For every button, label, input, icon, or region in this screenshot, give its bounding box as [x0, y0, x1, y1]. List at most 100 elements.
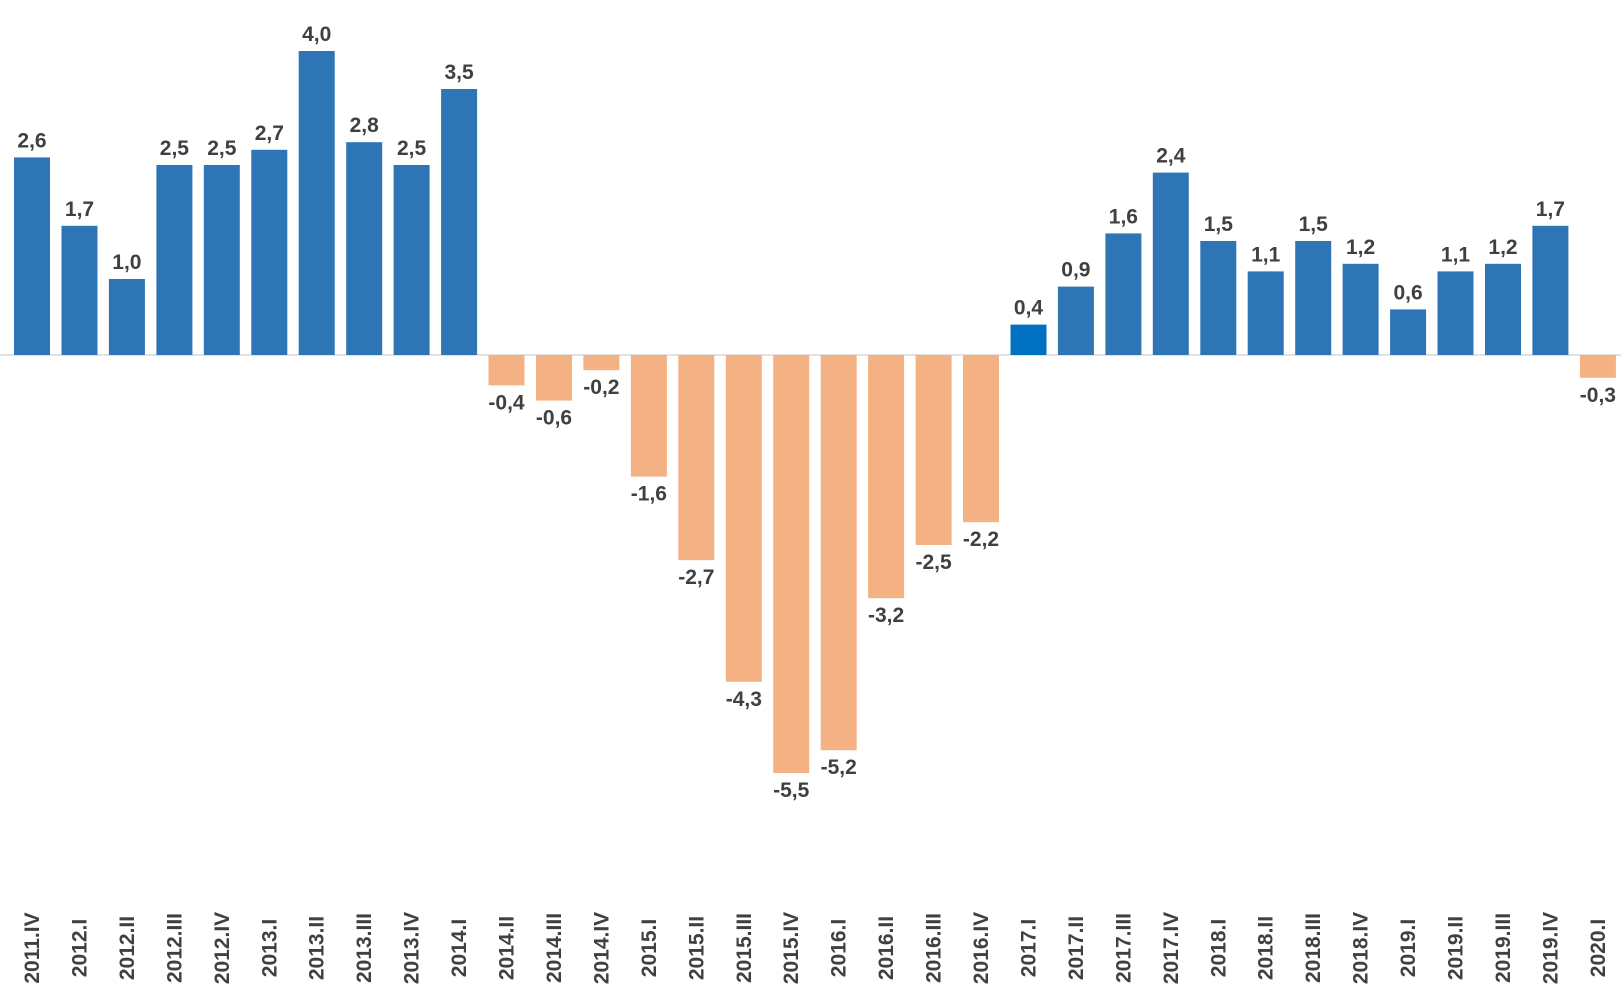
data-label-2018.IV: 1,2	[1346, 236, 1375, 259]
tick-label-2014.IV: 2014.IV	[590, 912, 613, 984]
tick-label-2011.IV: 2011.IV	[21, 912, 44, 983]
tick-label-2017.III: 2017.III	[1112, 913, 1135, 983]
bar-2013.II	[298, 51, 335, 355]
bar-2015.II	[678, 355, 715, 561]
tick-label-2015.IV: 2015.IV	[780, 912, 803, 984]
tick-label-2019.IV: 2019.IV	[1539, 912, 1562, 984]
data-label-2018.I: 1,5	[1204, 213, 1234, 236]
data-label-2013.III: 2,8	[350, 114, 380, 137]
tick-label-2019.III: 2019.III	[1492, 913, 1515, 983]
tick-label-2019.I: 2019.I	[1397, 919, 1420, 977]
tick-label-2015.III: 2015.III	[733, 913, 756, 983]
tick-label-2015.I: 2015.I	[638, 919, 661, 977]
data-label-2014.I: 3,5	[444, 61, 474, 84]
data-label-2012.I: 1,7	[65, 198, 94, 221]
tick-label-2020.I: 2020.I	[1587, 919, 1610, 977]
data-label-2016.III: -2,5	[916, 551, 953, 574]
bar-2017.II	[1057, 286, 1094, 355]
tick-label-2012.III: 2012.III	[163, 913, 186, 983]
tick-label-2013.IV: 2013.IV	[401, 912, 424, 984]
bar-2018.IV	[1342, 263, 1379, 355]
bar-2019.IV	[1532, 225, 1569, 355]
bar-2018.I	[1200, 241, 1237, 355]
data-label-2017.III: 1,6	[1109, 205, 1138, 228]
tick-label-2017.II: 2017.II	[1065, 916, 1088, 980]
tick-label-2018.IV: 2018.IV	[1350, 912, 1373, 984]
data-label-2017.IV: 2,4	[1156, 145, 1186, 168]
bar-2011.IV	[14, 157, 50, 355]
data-label-2017.I: 0,4	[1014, 297, 1044, 320]
bar-2013.I	[251, 149, 288, 355]
data-label-2019.I: 0,6	[1393, 281, 1422, 304]
bar-2012.I	[61, 225, 98, 355]
tick-label-2014.I: 2014.I	[448, 919, 471, 977]
tick-label-2013.II: 2013.II	[306, 916, 329, 980]
bar-2013.III	[346, 142, 383, 355]
data-label-2019.II: 1,1	[1441, 243, 1471, 266]
tick-label-2018.III: 2018.III	[1302, 913, 1325, 983]
tick-label-2012.IV: 2012.IV	[211, 912, 234, 984]
data-label-2012.II: 1,0	[112, 251, 141, 274]
data-label-2014.IV: -0,2	[583, 376, 619, 399]
data-label-2014.II: -0,4	[488, 391, 525, 414]
data-label-2013.II: 4,0	[302, 23, 331, 46]
bar-2016.I	[820, 355, 857, 751]
bar-2017.I	[1010, 324, 1047, 355]
data-label-2015.II: -2,7	[678, 566, 714, 589]
tick-label-2016.I: 2016.I	[828, 919, 851, 977]
tick-label-2019.II: 2019.II	[1445, 916, 1468, 980]
bar-2014.I	[441, 89, 478, 355]
bar-2014.IV	[583, 355, 620, 371]
tick-label-2017.I: 2017.I	[1018, 919, 1041, 977]
bar-2019.I	[1390, 309, 1427, 355]
data-label-2014.III: -0,6	[536, 407, 572, 430]
bar-2019.II	[1437, 271, 1474, 355]
bar-2016.II	[868, 355, 905, 599]
bar-2014.II	[488, 355, 525, 386]
data-label-2015.III: -4,3	[726, 688, 762, 711]
data-label-2011.IV: 2,6	[17, 129, 46, 152]
tick-label-2013.I: 2013.I	[258, 919, 281, 977]
data-label-2015.IV: -5,5	[773, 779, 810, 802]
bar-2016.III	[915, 355, 952, 545]
tick-label-2014.II: 2014.II	[496, 916, 519, 980]
data-label-2018.II: 1,1	[1251, 243, 1281, 266]
bar-2018.III	[1295, 241, 1332, 355]
data-label-2015.I: -1,6	[631, 483, 667, 506]
tick-label-2014.III: 2014.III	[543, 913, 566, 983]
data-label-2016.IV: -2,2	[963, 528, 999, 551]
data-label-2017.II: 0,9	[1061, 259, 1090, 282]
bar-2017.IV	[1152, 172, 1189, 355]
tick-label-2018.I: 2018.I	[1207, 919, 1230, 977]
tick-label-2013.III: 2013.III	[353, 913, 376, 983]
data-label-2012.IV: 2,5	[207, 137, 237, 160]
data-label-2019.IV: 1,7	[1536, 198, 1565, 221]
bar-2015.I	[630, 355, 667, 477]
bar-2013.IV	[393, 165, 430, 355]
data-label-2019.III: 1,2	[1488, 236, 1517, 259]
data-label-2020.I: -0,3	[1580, 384, 1616, 407]
data-label-2016.I: -5,2	[821, 756, 857, 779]
bar-2012.III	[156, 165, 193, 355]
data-label-2012.III: 2,5	[160, 137, 190, 160]
bar-2020.I	[1579, 355, 1616, 378]
bar-2015.IV	[773, 355, 810, 773]
bar-2012.II	[108, 279, 145, 355]
tick-label-2018.II: 2018.II	[1255, 916, 1278, 980]
bar-2014.III	[536, 355, 572, 401]
tick-label-2016.III: 2016.III	[923, 913, 946, 983]
tick-label-2016.IV: 2016.IV	[970, 912, 993, 984]
bar-2012.IV	[203, 165, 240, 355]
bar-2018.II	[1247, 271, 1284, 355]
data-label-2013.IV: 2,5	[397, 137, 427, 160]
bar-2015.III	[725, 355, 762, 682]
tick-label-2015.II: 2015.II	[685, 916, 708, 980]
tick-label-2012.II: 2012.II	[116, 916, 139, 980]
data-label-2013.I: 2,7	[255, 122, 284, 145]
data-label-2018.III: 1,5	[1299, 213, 1329, 236]
data-label-2016.II: -3,2	[868, 604, 904, 627]
tick-label-2016.II: 2016.II	[875, 916, 898, 980]
bar-2019.III	[1485, 263, 1521, 355]
